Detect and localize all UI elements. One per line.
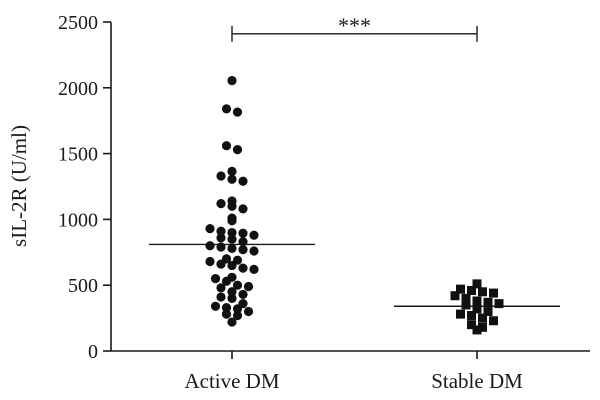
data-point-square — [472, 279, 482, 289]
data-point-square — [467, 310, 476, 320]
data-point-circle — [227, 75, 237, 86]
data-point-circle — [227, 213, 237, 223]
data-point-circle — [227, 166, 237, 176]
data-point-square — [456, 309, 465, 319]
data-point-circle — [232, 310, 243, 321]
data-point-circle — [238, 289, 248, 300]
data-point-circle — [221, 309, 232, 319]
data-point-square — [483, 307, 493, 317]
data-point-circle — [238, 299, 248, 309]
data-point-circle — [216, 199, 226, 209]
data-point-square — [472, 296, 482, 306]
data-point-square — [472, 325, 482, 335]
axes — [110, 22, 590, 352]
data-point-circle — [243, 306, 254, 317]
data-point-square — [461, 293, 471, 303]
mean-lines — [149, 243, 560, 307]
data-point-circle — [205, 256, 215, 267]
data-point-circle — [216, 233, 226, 243]
data-point-square — [450, 291, 460, 301]
data-point-circle — [227, 293, 237, 303]
y-tick-label: 2500 — [58, 12, 98, 34]
data-point-circle — [227, 227, 237, 238]
data-point-circle — [216, 292, 226, 302]
data-point-circle — [210, 301, 221, 311]
data-point-circle — [238, 228, 248, 238]
data-point-circle — [227, 196, 237, 206]
x-category-label: Stable DM — [431, 369, 523, 393]
y-ticks: 0 500 1000 1500 2000 2500 — [58, 12, 111, 363]
data-point-circle — [249, 246, 259, 256]
data-point-circle — [221, 302, 232, 313]
data-point-circle — [227, 287, 237, 297]
data-point-circle — [249, 264, 259, 275]
data-point-square — [461, 300, 471, 310]
data-point-circle — [205, 241, 215, 251]
data-point-circle — [227, 317, 237, 327]
data-point-circle — [238, 263, 248, 273]
data-point-circle — [216, 242, 226, 252]
data-point-square — [456, 284, 465, 294]
data-point-circle — [232, 145, 243, 155]
data-point-circle — [227, 243, 237, 253]
data-point-circle — [232, 107, 243, 117]
data-point-square — [489, 316, 498, 326]
data-point-circle — [238, 237, 248, 247]
data-point-circle — [216, 226, 226, 236]
data-point-square — [483, 297, 493, 307]
data-point-circle — [243, 281, 254, 292]
data-point-circle — [221, 254, 232, 264]
data-point-square — [467, 285, 476, 295]
y-tick-label: 2000 — [58, 78, 98, 100]
y-axis-title: sIL-2R (U/ml) — [7, 125, 31, 247]
data-point-circle — [216, 283, 226, 293]
significance-bracket: *** — [231, 13, 478, 42]
x-ticks: Active DM Stable DM — [184, 351, 523, 393]
y-tick-label: 1000 — [58, 209, 98, 231]
data-point-circle — [238, 176, 248, 186]
data-point-circle — [238, 245, 248, 255]
x-category-label: Active DM — [184, 369, 279, 393]
data-point-circle — [227, 272, 237, 282]
data-point-square — [478, 313, 487, 323]
significance-label: *** — [338, 13, 371, 38]
data-points — [205, 75, 504, 335]
data-point-square — [478, 287, 487, 297]
data-point-circle — [210, 274, 221, 284]
y-tick-label: 1500 — [58, 144, 98, 166]
data-point-circle — [221, 141, 232, 151]
data-point-square — [467, 320, 476, 330]
data-point-circle — [249, 230, 259, 240]
data-point-circle — [238, 204, 248, 214]
data-point-square — [478, 322, 487, 332]
data-point-circle — [227, 174, 237, 184]
data-point-circle — [232, 280, 243, 290]
data-point-circle — [227, 234, 237, 244]
data-point-square — [494, 299, 504, 309]
data-point-square — [472, 304, 482, 314]
data-point-circle — [232, 255, 243, 265]
data-point-circle — [205, 224, 215, 234]
data-point-square — [489, 288, 498, 298]
data-point-circle — [216, 171, 226, 181]
y-tick-label: 0 — [88, 341, 98, 363]
data-point-circle — [221, 104, 232, 114]
y-tick-label: 500 — [68, 275, 98, 297]
